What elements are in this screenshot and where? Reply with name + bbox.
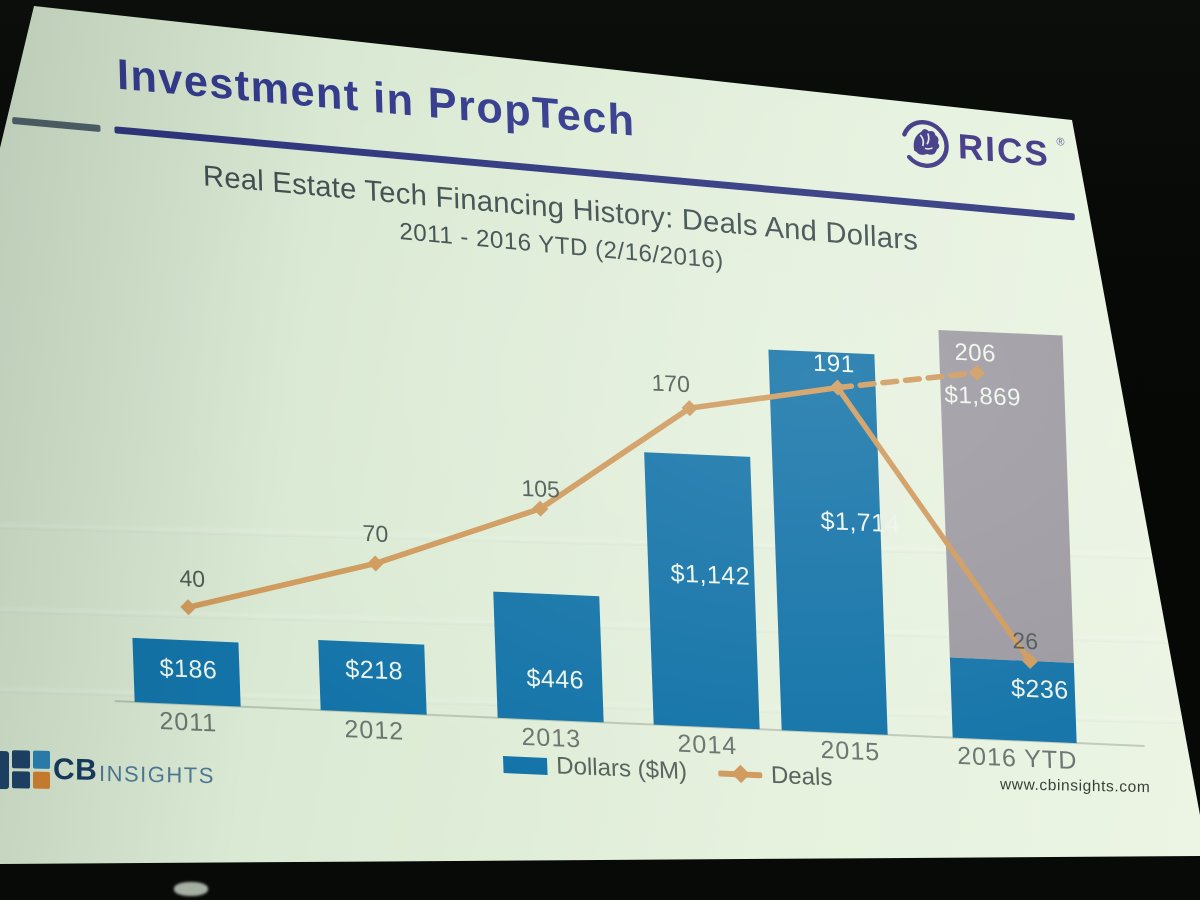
cbinsights-wordmark-insights: INSIGHTS bbox=[99, 760, 215, 789]
dollar-label-2014: $1,142 bbox=[670, 559, 751, 591]
title-underline-left-segment bbox=[12, 117, 101, 133]
cbinsights-logo-mark-edge bbox=[0, 751, 9, 790]
cbinsights-logo: CB INSIGHTS bbox=[0, 745, 260, 802]
plot-area: 40 70 105 170 191 206 26 $186 $218 $446 … bbox=[90, 280, 1185, 775]
deals-label-2016ytd: 26 bbox=[1011, 627, 1039, 655]
deals-point-2016ytd bbox=[1021, 653, 1038, 670]
x-label-2011: 2011 bbox=[158, 707, 218, 738]
dollar-label-2016-projected: $1,869 bbox=[944, 381, 1022, 412]
x-label-2012: 2012 bbox=[343, 715, 405, 746]
cbinsights-url: www.cbinsights.com bbox=[1000, 776, 1151, 797]
cbinsights-wordmark-cb: CB bbox=[53, 753, 98, 787]
deals-line-chart bbox=[180, 364, 1038, 670]
slide-title: Investment in PropTech bbox=[116, 50, 637, 146]
x-label-2014: 2014 bbox=[676, 729, 738, 761]
dollar-label-2016ytd: $236 bbox=[1010, 674, 1070, 705]
deals-label-2013: 105 bbox=[520, 474, 561, 503]
chart-area: 40 70 105 170 191 206 26 $186 $218 $446 … bbox=[90, 280, 1188, 848]
cbinsights-logo-mark-icon bbox=[12, 750, 50, 789]
dollar-label-2011: $186 bbox=[159, 654, 218, 685]
deals-point-2011 bbox=[180, 599, 197, 616]
dollar-label-2015: $1,714 bbox=[820, 506, 901, 539]
rics-wordmark: RICS bbox=[957, 127, 1051, 175]
deals-point-2014 bbox=[681, 400, 698, 417]
deals-point-2016-projected bbox=[968, 364, 985, 381]
deals-label-2011: 40 bbox=[179, 564, 206, 593]
rics-logo: RICS ® bbox=[898, 116, 1065, 183]
deals-point-2015 bbox=[829, 379, 846, 396]
deals-line-projected-dashed bbox=[834, 369, 980, 391]
dollar-label-2013: $446 bbox=[525, 664, 585, 695]
deals-label-2014: 170 bbox=[651, 369, 691, 398]
deals-point-2013 bbox=[532, 500, 549, 517]
rics-registered-mark: ® bbox=[1056, 135, 1065, 149]
deals-label-2015: 191 bbox=[812, 349, 856, 379]
background-light-artifact bbox=[174, 882, 208, 896]
deals-point-2012 bbox=[367, 555, 384, 572]
chart-title-block: Real Estate Tech Financing History: Deal… bbox=[185, 159, 937, 295]
dollar-label-2012: $218 bbox=[344, 655, 404, 686]
x-label-2013: 2013 bbox=[520, 722, 582, 754]
deals-line-drop bbox=[834, 384, 1033, 664]
deals-label-2016-projected: 206 bbox=[953, 338, 997, 368]
deals-line bbox=[185, 384, 841, 611]
slide-header: Investment in PropTech RICS ® Real Estat… bbox=[10, 35, 1179, 371]
rics-lion-icon bbox=[900, 120, 949, 168]
deals-label-2012: 70 bbox=[362, 519, 389, 548]
